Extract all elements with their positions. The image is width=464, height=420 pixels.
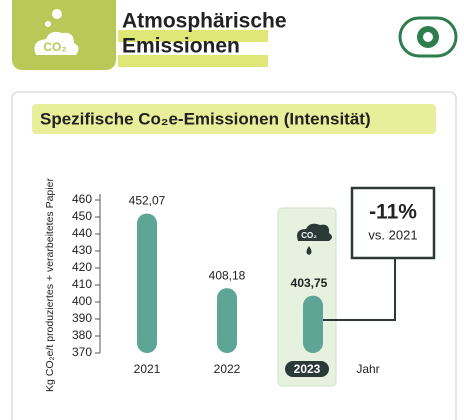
y-tick-label: 390: [72, 311, 92, 325]
annotation-subtext: vs. 2021: [368, 227, 417, 242]
y-tick-label: 440: [72, 226, 92, 240]
y-tick-label: 380: [72, 328, 92, 342]
cloud-icon: [34, 31, 79, 55]
bubble: [45, 21, 51, 27]
chart-title: Spezifische Co₂e-Emissionen (Intensität): [40, 109, 371, 128]
x-axis-label: Jahr: [356, 362, 379, 376]
cloud-icon: [297, 223, 332, 241]
x-tick-label: 2023: [294, 362, 321, 376]
y-tick-label: 450: [72, 209, 92, 223]
y-axis-label: Kg CO₂e/t produziertes + verarbeitetes P…: [44, 178, 56, 392]
value-label: 452,07: [129, 194, 166, 208]
drop-icon: [306, 246, 312, 255]
annotation-text: -11%: [369, 201, 417, 224]
bar: [303, 295, 323, 353]
y-tick-label: 410: [72, 277, 92, 291]
subtitle-highlight: [32, 104, 436, 134]
y-tick-label: 430: [72, 243, 92, 257]
value-label: 408,18: [209, 268, 246, 282]
header-title: Atmosphärische: [122, 10, 287, 33]
y-tick-label: 420: [72, 260, 92, 274]
header-title: Emissionen: [122, 35, 240, 58]
icon-label: CO₂: [301, 231, 317, 240]
title-highlight: [118, 30, 268, 42]
value-label: 403,75: [291, 276, 328, 290]
annotation-box: [350, 186, 436, 260]
card: [11, 91, 457, 420]
bar: [217, 288, 237, 353]
x-tick-label: 2021: [134, 362, 161, 376]
eye-icon-iris: [423, 32, 433, 42]
icon-label: CO₂: [43, 40, 66, 54]
category-pill: [285, 361, 329, 377]
y-tick-label: 460: [72, 192, 92, 206]
y-tick-label: 370: [72, 345, 92, 359]
bubble: [52, 9, 62, 19]
x-tick-label: 2022: [214, 362, 241, 376]
bar: [137, 213, 157, 353]
y-tick-label: 400: [72, 294, 92, 308]
connector: [323, 258, 396, 321]
title-highlight: [118, 55, 268, 67]
